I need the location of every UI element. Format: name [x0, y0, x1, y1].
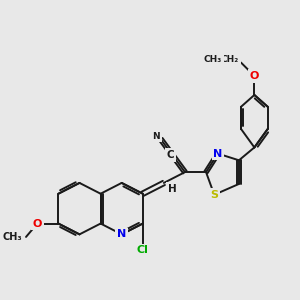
- Text: N: N: [152, 132, 160, 141]
- Text: N: N: [213, 148, 223, 159]
- Text: CH₂: CH₂: [221, 56, 239, 64]
- Text: S: S: [210, 190, 218, 200]
- Text: CH₃: CH₃: [2, 232, 22, 242]
- Text: CH₃: CH₃: [204, 56, 222, 64]
- Text: C: C: [166, 150, 174, 160]
- Text: O: O: [250, 71, 259, 81]
- Text: H: H: [168, 184, 176, 194]
- Text: O: O: [33, 218, 42, 229]
- Text: Cl: Cl: [137, 245, 149, 255]
- Text: N: N: [117, 230, 126, 239]
